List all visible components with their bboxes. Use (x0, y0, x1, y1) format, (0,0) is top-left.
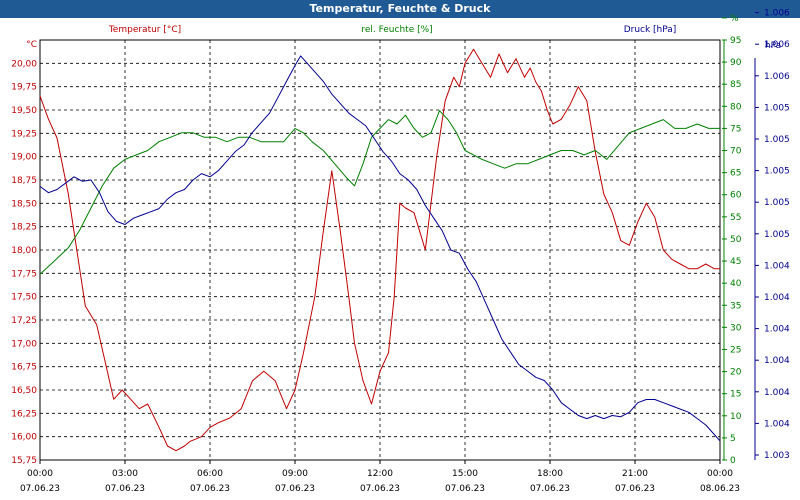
humidity-axis-label: rel. Feuchte [%] (361, 25, 432, 35)
humidity-tick-label: % (730, 14, 739, 24)
temp-tick-label: 19,00 (11, 153, 37, 163)
pressure-tick-label: 1.005 (764, 167, 790, 177)
temp-tick-label: 20,00 (11, 59, 37, 69)
pressure-tick-label: 1.006 (764, 72, 790, 82)
x-tick-date: 07.06.23 (615, 484, 655, 494)
x-tick-time: 15:00 (452, 469, 478, 479)
humidity-tick-label: 70 (730, 147, 742, 157)
temp-tick-label: 19,75 (11, 83, 37, 93)
temp-tick-label: 16,50 (11, 386, 37, 396)
x-tick-time: 03:00 (112, 469, 138, 479)
temp-tick-label: 19,50 (11, 106, 37, 116)
x-tick-time: 06:00 (197, 469, 223, 479)
pressure-axis-label: Druck [hPa] (624, 25, 677, 35)
temp-tick-label: 18,50 (11, 199, 37, 209)
temp-tick-label: 16,25 (11, 409, 37, 419)
humidity-tick-label: 90 (730, 58, 742, 68)
temp-tick-label: 17,50 (11, 293, 37, 303)
pressure-tick-label: 1.005 (764, 103, 790, 113)
humidity-tick-label: 80 (730, 102, 742, 112)
humidity-tick-label: 25 (730, 345, 741, 355)
temp-axis-label: Temperatur [°C] (108, 25, 181, 35)
pressure-tick-label: 1.003 (764, 451, 790, 461)
pressure-tick-label: 1.005 (764, 230, 790, 240)
temp-tick-label: 16,75 (11, 363, 37, 373)
temp-tick-label: 17,75 (11, 269, 37, 279)
pressure-tick-label: 1.005 (764, 135, 790, 145)
temp-tick-label: 18,00 (11, 246, 37, 256)
x-tick-date: 08.06.23 (700, 484, 740, 494)
temp-tick-label: 19,25 (11, 129, 37, 139)
temp-tick-label: 16,00 (11, 433, 37, 443)
pressure-axis-unit: hPa (765, 41, 781, 51)
humidity-tick-label: 50 (730, 235, 742, 245)
x-tick-date: 07.06.23 (530, 484, 570, 494)
x-tick-time: 21:00 (622, 469, 648, 479)
humidity-tick-label: 65 (730, 169, 741, 179)
x-tick-time: 00:00 (27, 469, 53, 479)
pressure-tick-label: 1.004 (764, 325, 790, 335)
x-tick-time: 09:00 (282, 469, 308, 479)
temp-axis-unit: °C (26, 40, 37, 50)
temp-tick-label: 18,25 (11, 223, 37, 233)
humidity-tick-label: 45 (730, 257, 741, 267)
series-line-temperature (39, 48, 720, 452)
x-tick-date: 07.06.23 (190, 484, 230, 494)
x-tick-time: 12:00 (367, 469, 393, 479)
humidity-tick-label: 40 (730, 279, 742, 289)
humidity-tick-label: 0 (730, 456, 736, 466)
pressure-tick-label: 1.004 (764, 356, 790, 366)
humidity-tick-label: 15 (730, 390, 741, 400)
humidity-tick-label: 10 (730, 412, 742, 422)
temp-tick-label: 15,75 (11, 456, 37, 466)
series-line-pressure (39, 55, 721, 442)
chart-title: Temperatur, Feuchte & Druck (0, 0, 800, 18)
humidity-tick-label: 85 (730, 80, 741, 90)
temp-tick-label: 17,00 (11, 339, 37, 349)
pressure-tick-label: 1.004 (764, 293, 790, 303)
pressure-tick-label: 1.006 (764, 9, 790, 19)
x-tick-time: 00:00 (707, 469, 733, 479)
x-tick-date: 07.06.23 (105, 484, 145, 494)
humidity-tick-label: 75 (730, 124, 741, 134)
humidity-tick-label: 60 (730, 191, 742, 201)
humidity-tick-label: 20 (730, 368, 742, 378)
pressure-tick-label: 1.004 (764, 419, 790, 429)
humidity-tick-label: 5 (730, 434, 736, 444)
x-tick-date: 07.06.23 (275, 484, 315, 494)
humidity-tick-label: 35 (730, 301, 741, 311)
x-tick-date: 07.06.23 (360, 484, 400, 494)
humidity-tick-label: 30 (730, 323, 742, 333)
temp-tick-label: 17,25 (11, 316, 37, 326)
x-tick-time: 18:00 (537, 469, 563, 479)
series-line-humidity (39, 110, 720, 275)
pressure-tick-label: 1.004 (764, 261, 790, 271)
x-tick-date: 07.06.23 (445, 484, 485, 494)
pressure-tick-label: 1.006 (764, 40, 790, 50)
temp-tick-label: 18,75 (11, 176, 37, 186)
humidity-tick-label: 95 (730, 36, 741, 46)
x-tick-date: 07.06.23 (20, 484, 60, 494)
pressure-tick-label: 1.005 (764, 198, 790, 208)
humidity-tick-label: 55 (730, 213, 741, 223)
pressure-tick-label: 1.004 (764, 388, 790, 398)
